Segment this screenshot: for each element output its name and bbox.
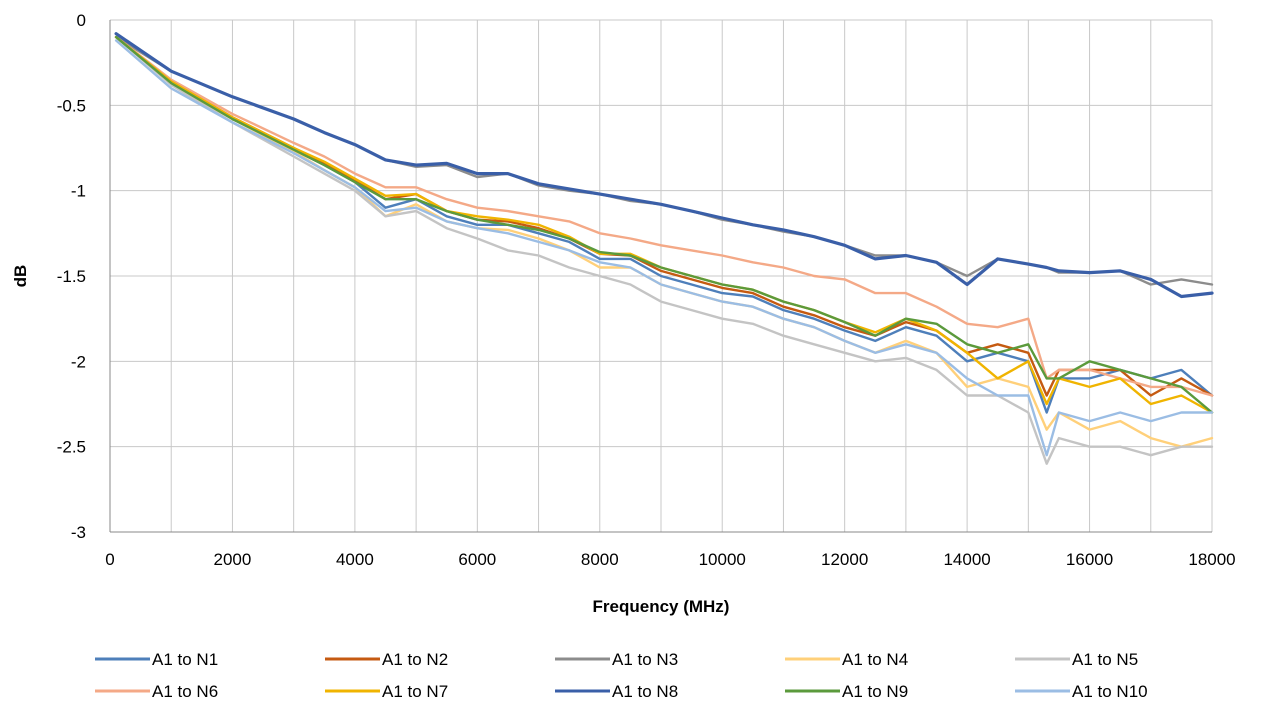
x-tick-label: 10000 (699, 550, 746, 569)
series-line-1 (114, 35, 1214, 414)
legend-item: A1 to N8 (555, 682, 678, 701)
x-tick-label: 16000 (1066, 550, 1113, 569)
x-tick-label: 0 (105, 550, 114, 569)
legend-label: A1 to N4 (842, 650, 908, 669)
series-line-9 (114, 35, 1214, 414)
x-tick-label: 14000 (943, 550, 990, 569)
legend-item: A1 to N6 (95, 682, 218, 701)
legend-label: A1 to N5 (1072, 650, 1138, 669)
series-line-2 (114, 35, 1214, 397)
legend-item: A1 to N2 (325, 650, 448, 669)
series-line-5 (114, 35, 1214, 465)
legend: A1 to N1 A1 to N2 A1 to N3 A1 to N4 A1 to N5… (95, 650, 1148, 701)
series-line-3 (114, 35, 1214, 286)
y-tick-label: -1 (71, 182, 86, 201)
x-tick-label: 6000 (458, 550, 496, 569)
series-line-8 (114, 32, 1214, 299)
tick-labels: 0 2000 4000 6000 8000 10000 12000 14000 16000 180… (57, 11, 1236, 569)
x-tick-label: 4000 (336, 550, 374, 569)
x-tick-label: 18000 (1188, 550, 1235, 569)
legend-label: A1 to N9 (842, 682, 908, 701)
y-tick-label: -3 (71, 523, 86, 542)
legend-item: A1 to N5 (1015, 650, 1138, 669)
x-tick-label: 2000 (214, 550, 252, 569)
legend-item: A1 to N4 (785, 650, 908, 669)
series-line-10 (114, 39, 1214, 457)
series-line-4 (114, 35, 1214, 448)
x-tick-label: 8000 (581, 550, 619, 569)
legend-label: A1 to N6 (152, 682, 218, 701)
x-axis-title: Frequency (MHz) (593, 597, 730, 616)
legend-item: A1 to N3 (555, 650, 678, 669)
legend-label: A1 to N10 (1072, 682, 1148, 701)
legend-label: A1 to N8 (612, 682, 678, 701)
y-tick-label: -1.5 (57, 267, 86, 286)
series-lines (114, 32, 1214, 465)
legend-item: A1 to N10 (1015, 682, 1148, 701)
legend-item: A1 to N7 (325, 682, 448, 701)
series-line-7 (114, 35, 1214, 414)
legend-label: A1 to N1 (152, 650, 218, 669)
legend-item: A1 to N1 (95, 650, 218, 669)
y-tick-label: -2 (71, 352, 86, 371)
y-axis-title: dB (11, 265, 30, 288)
x-tick-label: 12000 (821, 550, 868, 569)
y-tick-label: -0.5 (57, 96, 86, 115)
legend-label: A1 to N2 (382, 650, 448, 669)
y-tick-label: 0 (77, 11, 86, 30)
y-tick-label: -2.5 (57, 438, 86, 457)
legend-label: A1 to N7 (382, 682, 448, 701)
legend-label: A1 to N3 (612, 650, 678, 669)
grid (109, 19, 1213, 533)
legend-item: A1 to N9 (785, 682, 908, 701)
series-line-6 (114, 35, 1214, 397)
